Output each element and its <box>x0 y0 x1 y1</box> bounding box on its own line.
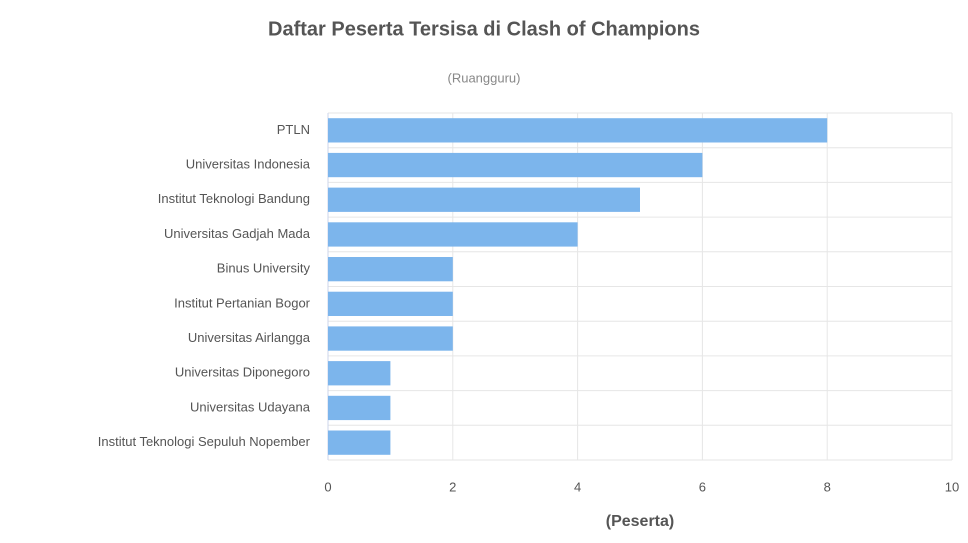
bar <box>328 152 703 178</box>
bar <box>328 222 578 247</box>
y-tick-label: Institut Pertanian Bogor <box>174 295 311 310</box>
y-tick-label: PTLN <box>277 122 310 137</box>
x-axis-title: (Peserta) <box>606 513 674 530</box>
bar <box>328 118 828 143</box>
bar <box>328 257 453 282</box>
x-tick-label: 0 <box>324 479 331 494</box>
x-tick-label: 4 <box>574 479 581 494</box>
x-tick-label: 10 <box>945 479 959 494</box>
y-tick-label: Universitas Udayana <box>190 399 311 414</box>
x-tick-label: 8 <box>824 479 831 494</box>
x-tick-label: 6 <box>699 479 706 494</box>
bar <box>328 291 453 316</box>
chart-title: Daftar Peserta Tersisa di Clash of Champ… <box>268 18 700 40</box>
y-tick-label: Institut Teknologi Sepuluh Nopember <box>98 434 311 449</box>
bar <box>328 187 640 212</box>
y-tick-label: Universitas Airlangga <box>188 330 311 345</box>
y-tick-label: Universitas Indonesia <box>186 156 311 171</box>
bar <box>328 395 391 421</box>
bar <box>328 430 391 455</box>
chart-subtitle: (Ruangguru) <box>448 70 521 85</box>
x-tick-label: 2 <box>449 479 456 494</box>
y-tick-label: Institut Teknologi Bandung <box>158 191 310 206</box>
y-tick-label: Universitas Diponegoro <box>175 365 310 380</box>
y-tick-label: Binus University <box>217 261 311 276</box>
bar <box>328 361 391 386</box>
bar <box>328 326 453 351</box>
y-tick-label: Universitas Gadjah Mada <box>164 226 311 241</box>
